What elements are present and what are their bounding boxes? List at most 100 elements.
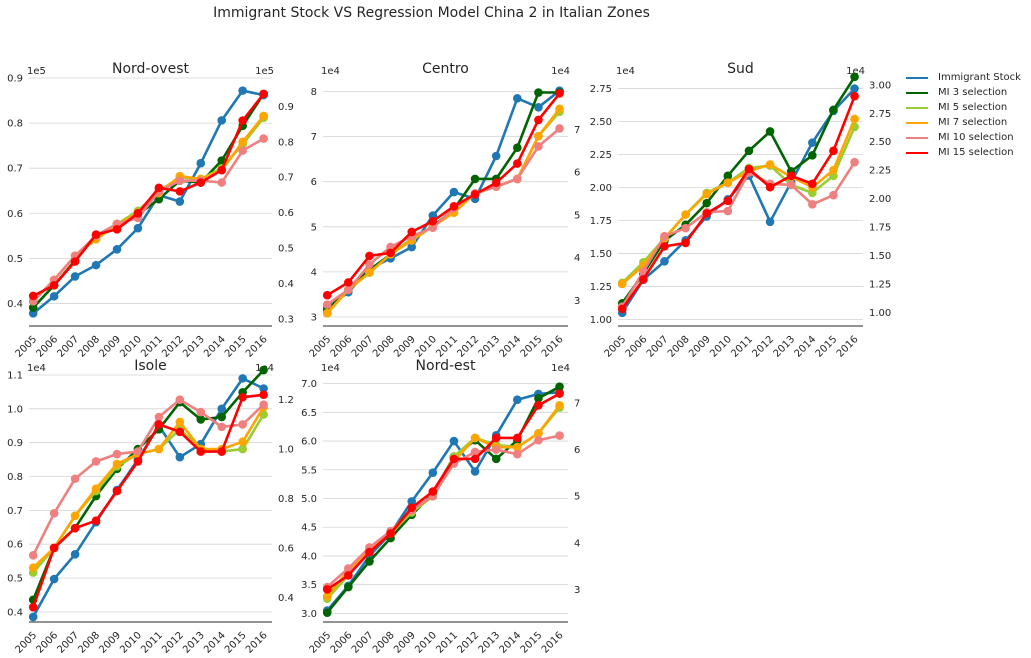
x-tick-label: 2006: [624, 334, 650, 360]
data-point: [28, 551, 38, 560]
y-scale-label: 1e4: [616, 66, 635, 77]
y2-tick-label: 0.6: [278, 208, 294, 219]
data-point: [470, 174, 480, 184]
y-tick-label: 0.6: [7, 209, 23, 220]
y2-tick-label: 5: [574, 210, 580, 221]
y-tick-label: 6: [311, 177, 317, 188]
legend-swatch: [906, 136, 928, 139]
data-point: [428, 487, 438, 496]
data-point: [238, 392, 247, 402]
data-point: [217, 447, 227, 456]
data-point: [217, 412, 227, 422]
data-point: [555, 104, 564, 114]
data-point: [723, 171, 733, 181]
y2-tick-label: 5: [574, 492, 580, 503]
data-point: [154, 194, 164, 204]
data-point: [786, 180, 796, 190]
y2-tick-label: 1.25: [869, 279, 891, 290]
x-tick-label: 2008: [371, 630, 397, 656]
data-point: [428, 468, 438, 477]
data-point: [175, 417, 185, 427]
data-point: [407, 242, 417, 252]
data-point: [70, 257, 80, 266]
x-tick-label: 2012: [160, 630, 186, 656]
y2-tick-label: 1.2: [278, 395, 294, 406]
data-point: [217, 178, 227, 187]
data-point: [702, 209, 712, 218]
x-tick-label: 2016: [540, 630, 566, 656]
x-tick-label: 2009: [97, 630, 123, 656]
y-tick-label: 5.5: [301, 465, 317, 476]
panel-title: Nord-est: [416, 358, 476, 374]
data-point: [534, 428, 543, 438]
data-point: [259, 384, 268, 393]
y-tick-label: 4.0: [301, 551, 317, 562]
data-point: [428, 216, 438, 226]
data-point: [829, 105, 838, 115]
y-tick-label: 0.9: [7, 74, 23, 85]
y-tick-label: 1.00: [590, 315, 612, 326]
y-tick-label: 4.5: [301, 523, 317, 534]
data-point: [765, 217, 775, 227]
data-point: [70, 511, 80, 521]
y-tick-label: 4: [311, 267, 317, 278]
x-tick-label: 2011: [729, 334, 755, 360]
data-point: [344, 564, 353, 573]
data-point: [28, 303, 38, 312]
data-point: [808, 179, 817, 189]
data-point: [154, 412, 164, 422]
legend-label: MI 7 selection: [938, 117, 1008, 128]
x-tick-label: 2009: [687, 334, 713, 360]
data-point: [850, 72, 859, 82]
y-tick-label: 2.25: [590, 150, 612, 161]
data-point: [534, 435, 543, 445]
data-point: [386, 529, 395, 538]
data-point: [344, 582, 353, 592]
series-line: [31, 393, 264, 608]
y2-scale-label: 1e4: [846, 66, 865, 77]
legend-swatch: [906, 76, 928, 79]
y2-tick-label: 3: [574, 296, 580, 307]
series-line: [31, 369, 265, 601]
y-tick-label: 3.5: [301, 580, 317, 591]
data-point: [534, 103, 543, 112]
x-tick-label: 2006: [329, 630, 355, 656]
data-point: [681, 238, 690, 248]
x-tick-label: 2007: [645, 334, 671, 360]
x-tick-label: 2014: [498, 630, 524, 656]
x-tick-label: 2011: [434, 334, 460, 360]
data-point: [322, 592, 332, 601]
x-tick-label: 2011: [434, 630, 460, 656]
data-point: [513, 93, 522, 103]
data-point: [555, 382, 564, 391]
y-tick-label: 5.0: [301, 494, 317, 505]
data-point: [513, 159, 522, 168]
data-point: [91, 516, 101, 526]
x-tick-label: 2006: [34, 334, 60, 360]
y2-tick-label: 2.50: [869, 137, 891, 148]
data-point: [70, 474, 80, 484]
data-point: [49, 280, 59, 290]
y-scale-label: 1e4: [321, 363, 340, 374]
data-point: [365, 260, 374, 269]
data-point: [470, 190, 480, 199]
x-tick-label: 2013: [477, 630, 503, 656]
figure-title: Immigrant Stock VS Regression Model Chin…: [213, 5, 650, 21]
data-point: [534, 400, 543, 410]
data-point: [91, 457, 101, 466]
data-point: [808, 138, 817, 147]
data-point: [70, 550, 80, 559]
y2-tick-label: 0.4: [278, 593, 294, 604]
legend-label: MI 5 selection: [938, 102, 1008, 113]
legend-item: MI 15 selection: [906, 145, 1021, 160]
x-tick-label: 2007: [55, 334, 81, 360]
data-point: [449, 436, 459, 446]
data-point: [112, 245, 122, 254]
y-tick-label: 6.0: [301, 437, 317, 448]
data-point: [28, 612, 38, 622]
data-point: [617, 279, 627, 289]
data-point: [217, 116, 227, 125]
data-point: [513, 395, 522, 405]
y2-tick-label: 0.7: [278, 173, 294, 184]
x-tick-label: 2015: [814, 334, 840, 360]
